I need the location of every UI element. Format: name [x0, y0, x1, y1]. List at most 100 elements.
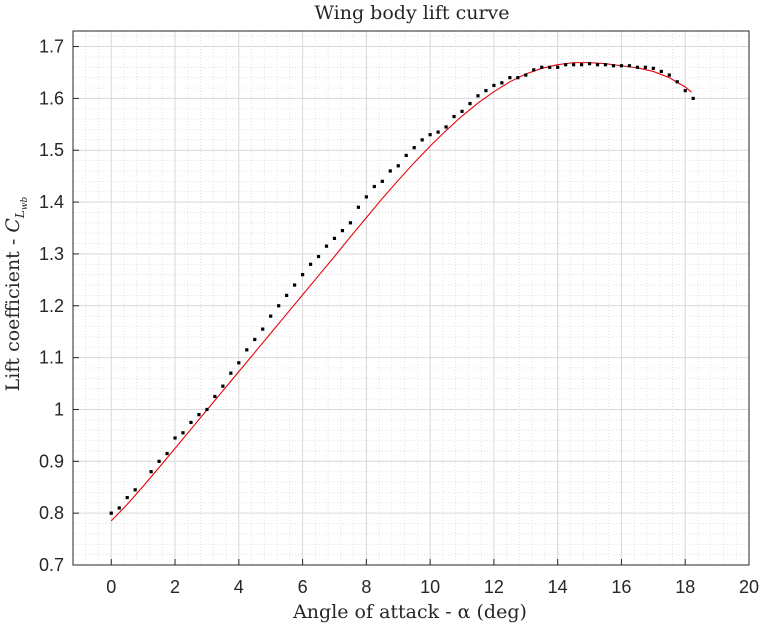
data-point — [181, 431, 185, 435]
x-tick-label: 18 — [675, 577, 695, 597]
x-tick-label: 12 — [484, 577, 504, 597]
data-point — [667, 73, 671, 77]
data-point — [412, 146, 416, 150]
data-point — [556, 65, 560, 69]
data-point — [213, 394, 217, 399]
plot-area-frame — [72, 30, 750, 566]
data-point — [316, 254, 321, 259]
x-axis-ticks: 0 2 4 6 8 10 12 14 16 18 20 — [106, 559, 759, 597]
data-points-layer — [109, 62, 695, 515]
data-point — [452, 114, 456, 119]
data-point — [356, 205, 360, 209]
data-point — [205, 407, 209, 412]
data-point — [516, 76, 520, 80]
data-point — [548, 65, 552, 69]
data-point — [380, 179, 384, 183]
y-tick-label: 1.1 — [39, 348, 64, 368]
data-point — [643, 65, 647, 69]
data-point — [229, 371, 233, 375]
data-point — [619, 64, 624, 68]
data-point — [484, 89, 488, 93]
data-point — [651, 66, 655, 70]
x-tick-label: 20 — [739, 577, 759, 597]
data-point — [388, 169, 392, 173]
x-tick-label: 6 — [298, 577, 308, 597]
data-point — [245, 348, 249, 352]
data-point — [420, 138, 424, 142]
data-point — [595, 63, 600, 67]
data-point — [396, 164, 400, 168]
data-point — [572, 63, 576, 67]
y-tick-label: 1.4 — [39, 192, 64, 212]
x-axis-label: Angle of attack - α (deg) — [292, 601, 527, 623]
data-point — [237, 361, 241, 365]
y-axis-label-subscript: L — [13, 210, 27, 219]
y-tick-label: 1.7 — [39, 37, 64, 57]
x-tick-label: 0 — [106, 577, 116, 597]
data-point — [603, 63, 608, 67]
data-point — [460, 109, 464, 113]
data-point — [436, 130, 440, 134]
y-tick-label: 1.5 — [39, 140, 64, 160]
data-point — [532, 68, 536, 72]
y-tick-label: 1.2 — [39, 296, 64, 316]
data-point — [691, 96, 695, 100]
y-tick-label: 1 — [54, 399, 64, 419]
data-point — [109, 511, 113, 515]
data-point — [476, 94, 480, 98]
data-point — [404, 153, 408, 158]
y-tick-label: 0.9 — [39, 451, 64, 471]
y-tick-label: 1.6 — [39, 88, 64, 108]
data-point — [308, 262, 313, 266]
data-point — [125, 496, 129, 500]
data-point — [611, 64, 616, 68]
data-point — [348, 221, 353, 225]
data-point — [269, 314, 273, 318]
data-point — [189, 420, 193, 425]
data-point — [659, 69, 663, 74]
major-grid — [73, 31, 750, 566]
data-point — [500, 81, 504, 85]
data-point — [524, 73, 528, 77]
data-point — [253, 337, 257, 342]
data-point — [117, 506, 121, 510]
x-tick-label: 14 — [548, 577, 568, 597]
y-axis-ticks: 0.7 0.8 0.9 1 1.1 1.2 1.3 1.4 1.5 1.6 1.7 — [39, 37, 79, 575]
data-point — [587, 62, 592, 66]
data-point — [683, 89, 687, 93]
data-point — [157, 459, 161, 463]
data-point — [635, 65, 639, 69]
data-point — [261, 327, 265, 331]
data-point — [579, 63, 584, 67]
data-point — [300, 273, 305, 277]
data-point — [627, 64, 632, 68]
y-axis-label-prefix: Lift coefficient - — [2, 233, 24, 392]
data-point — [468, 101, 472, 106]
x-tick-label: 4 — [234, 577, 244, 597]
fit-curve — [110, 62, 692, 522]
chart-title: Wing body lift curve — [314, 2, 509, 24]
x-tick-label: 2 — [170, 577, 180, 597]
y-axis-label: Lift coefficient - CLwb — [2, 196, 30, 391]
x-tick-label: 10 — [420, 577, 440, 597]
data-point — [428, 133, 432, 137]
data-point — [197, 413, 201, 417]
data-point — [340, 229, 345, 233]
data-point — [564, 63, 568, 67]
data-point — [149, 470, 153, 474]
minor-grid — [73, 31, 750, 566]
y-tick-label: 0.8 — [39, 503, 64, 523]
fit-curve-layer — [110, 62, 692, 522]
data-point — [285, 293, 289, 298]
data-point — [540, 65, 544, 69]
data-point — [444, 125, 448, 129]
data-point — [133, 488, 137, 492]
data-point — [372, 184, 376, 189]
y-tick-label: 1.3 — [39, 244, 64, 264]
x-tick-label: 16 — [611, 577, 631, 597]
data-point — [293, 283, 297, 287]
data-point — [165, 451, 169, 456]
data-point — [324, 244, 329, 248]
data-point — [277, 304, 281, 308]
